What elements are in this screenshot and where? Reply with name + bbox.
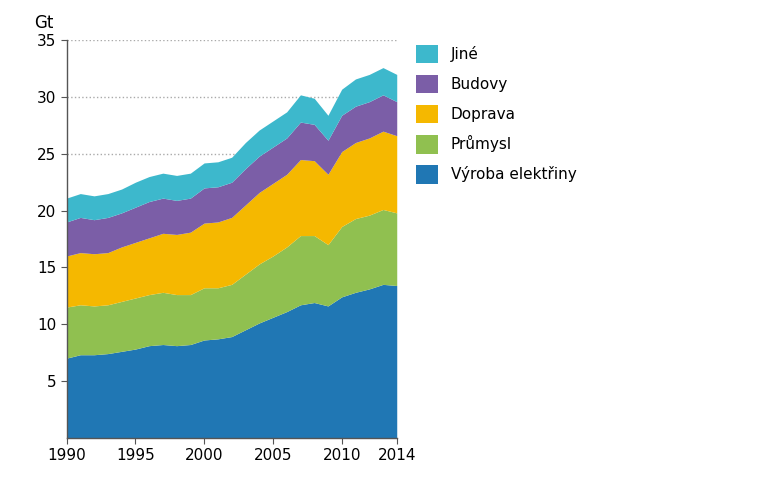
Text: Gt: Gt [34, 14, 53, 33]
Legend: Jiné, Budovy, Doprava, Průmysl, Výroba elektřiny: Jiné, Budovy, Doprava, Průmysl, Výroba e… [411, 40, 581, 188]
